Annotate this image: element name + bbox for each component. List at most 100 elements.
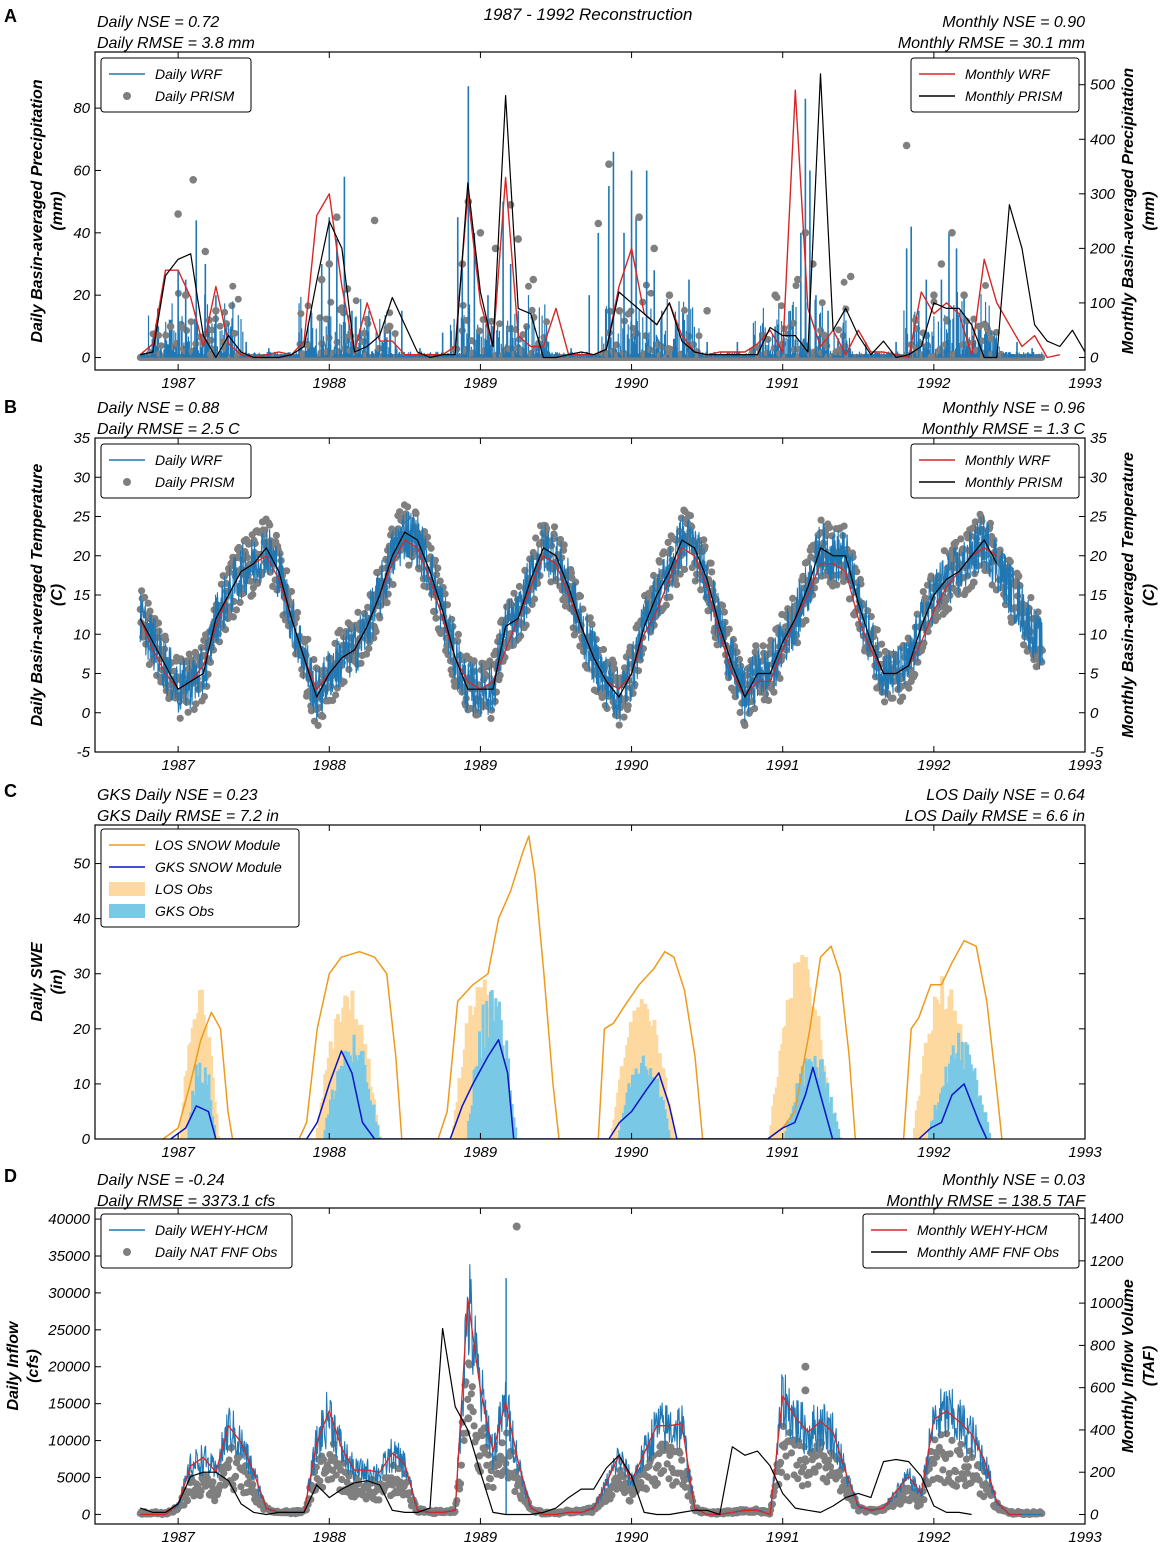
x-tick-label: 1989 [464,1144,498,1161]
prism-dot [155,331,162,339]
prism-dot [620,713,628,721]
legend-A: Daily WRF Daily PRISM [100,57,252,113]
prism-dot [642,332,649,340]
prism-dot [266,521,274,529]
prism-dot [529,275,538,284]
y-axis-label-left: (C) [49,584,66,606]
prism-dot [703,307,711,315]
prism-dot [606,307,614,315]
y-tick-label-left: 40 [73,225,90,242]
prism-dot [404,503,412,511]
y-tick-label-left: 20 [72,548,90,565]
nat-fnf-dot [209,1478,217,1486]
y-tick-label-left: 80 [73,100,90,117]
prism-dot [818,299,826,307]
prism-dot [576,592,585,600]
x-tick-label: 1992 [917,1144,951,1161]
legend-patch-swatch [109,904,145,918]
prism-dot [155,350,163,358]
stat-right-C: LOS Daily RMSE = 6.6 in [905,808,1085,825]
prism-dot [695,332,703,340]
gks-obs-bar [987,1132,991,1139]
prism-dot [154,619,163,627]
prism-dot [431,556,439,564]
legend-B: Monthly WRF Monthly PRISM [910,443,1080,499]
prism-dot [327,298,335,306]
y-tick-label-right: 300 [1090,186,1116,203]
prism-dot [515,582,524,591]
prism-dot [970,578,978,587]
prism-dot [518,349,526,357]
prism-dot [283,567,291,575]
prism-dot [287,587,296,596]
prism-dot [673,581,681,589]
nat-fnf-dot [802,1457,810,1465]
legend-patch-swatch [109,882,145,896]
prism-dot [496,671,504,680]
prism-dot [319,712,327,721]
prism-dot [809,260,817,268]
prism-dot [665,291,674,300]
x-tick-label: 1991 [766,1144,799,1161]
prism-dot [982,282,989,289]
prism-dot [560,541,568,549]
nat-fnf-dot [469,1408,477,1416]
figure-title: 1987 - 1992 Reconstruction [484,5,693,24]
panel-C: C GKS Daily NSE = 0.23 GKS Daily RMSE = 7.… [4,781,1102,1161]
nat-fnf-dot [620,1473,628,1481]
prism-dot [310,656,318,664]
prism-dot [680,565,689,574]
prism-dot [741,721,749,730]
x-tick-label: 1992 [917,757,951,774]
prism-dot [873,626,881,634]
y-tick-label-left: 20 [72,1021,90,1038]
x-tick-label: 1993 [1068,1144,1102,1161]
prism-dot [634,667,643,675]
prism-dot [297,310,305,318]
nat-fnf-dot [665,1475,673,1483]
nat-fnf-dot [777,1458,785,1466]
prism-dot [365,644,373,653]
nat-fnf-dot [957,1440,965,1448]
plot-area-A [136,73,1085,361]
panel-label-C: C [4,781,17,801]
prism-dot [208,326,216,334]
prism-dot [389,580,397,589]
prism-dot [364,603,372,611]
gks-obs-bar [376,1125,380,1139]
prism-dot [332,691,340,699]
stat-right-C: LOS Daily NSE = 0.64 [926,787,1085,804]
prism-dot [245,540,253,548]
nat-fnf-dot [783,1473,791,1481]
prism-dot [733,648,741,656]
prism-dot [603,704,611,713]
prism-dot [396,508,404,516]
x-tick-label: 1989 [464,757,498,774]
gks-obs-bar [837,1128,841,1139]
prism-dot [454,637,462,645]
prism-dot [431,608,439,616]
x-tick-label: 1987 [161,375,195,392]
prism-dot [978,337,986,345]
y-tick-label-right: 25 [1089,509,1107,526]
prism-dot [686,511,695,520]
nat-fnf-dot [608,1491,616,1499]
nat-fnf-dot [183,1497,192,1505]
prism-dot [391,330,399,338]
legend-item-label: Monthly WRF [965,452,1051,468]
prism-dot [488,706,496,714]
gks-snow-line [170,1039,988,1139]
prism-dot [931,352,939,360]
prism-dot [681,306,688,314]
prism-dot [948,229,956,237]
prism-dot [329,696,337,705]
prism-dot [789,594,797,603]
prism-dot [840,278,848,286]
x-tick-label: 1987 [161,1144,195,1161]
legend-item-label: Monthly PRISM [965,474,1063,490]
x-tick-label: 1993 [1068,375,1102,392]
prism-dot [229,282,237,290]
nat-fnf-dot [457,1461,465,1469]
stat-left-C: GKS Daily NSE = 0.23 [97,787,258,804]
